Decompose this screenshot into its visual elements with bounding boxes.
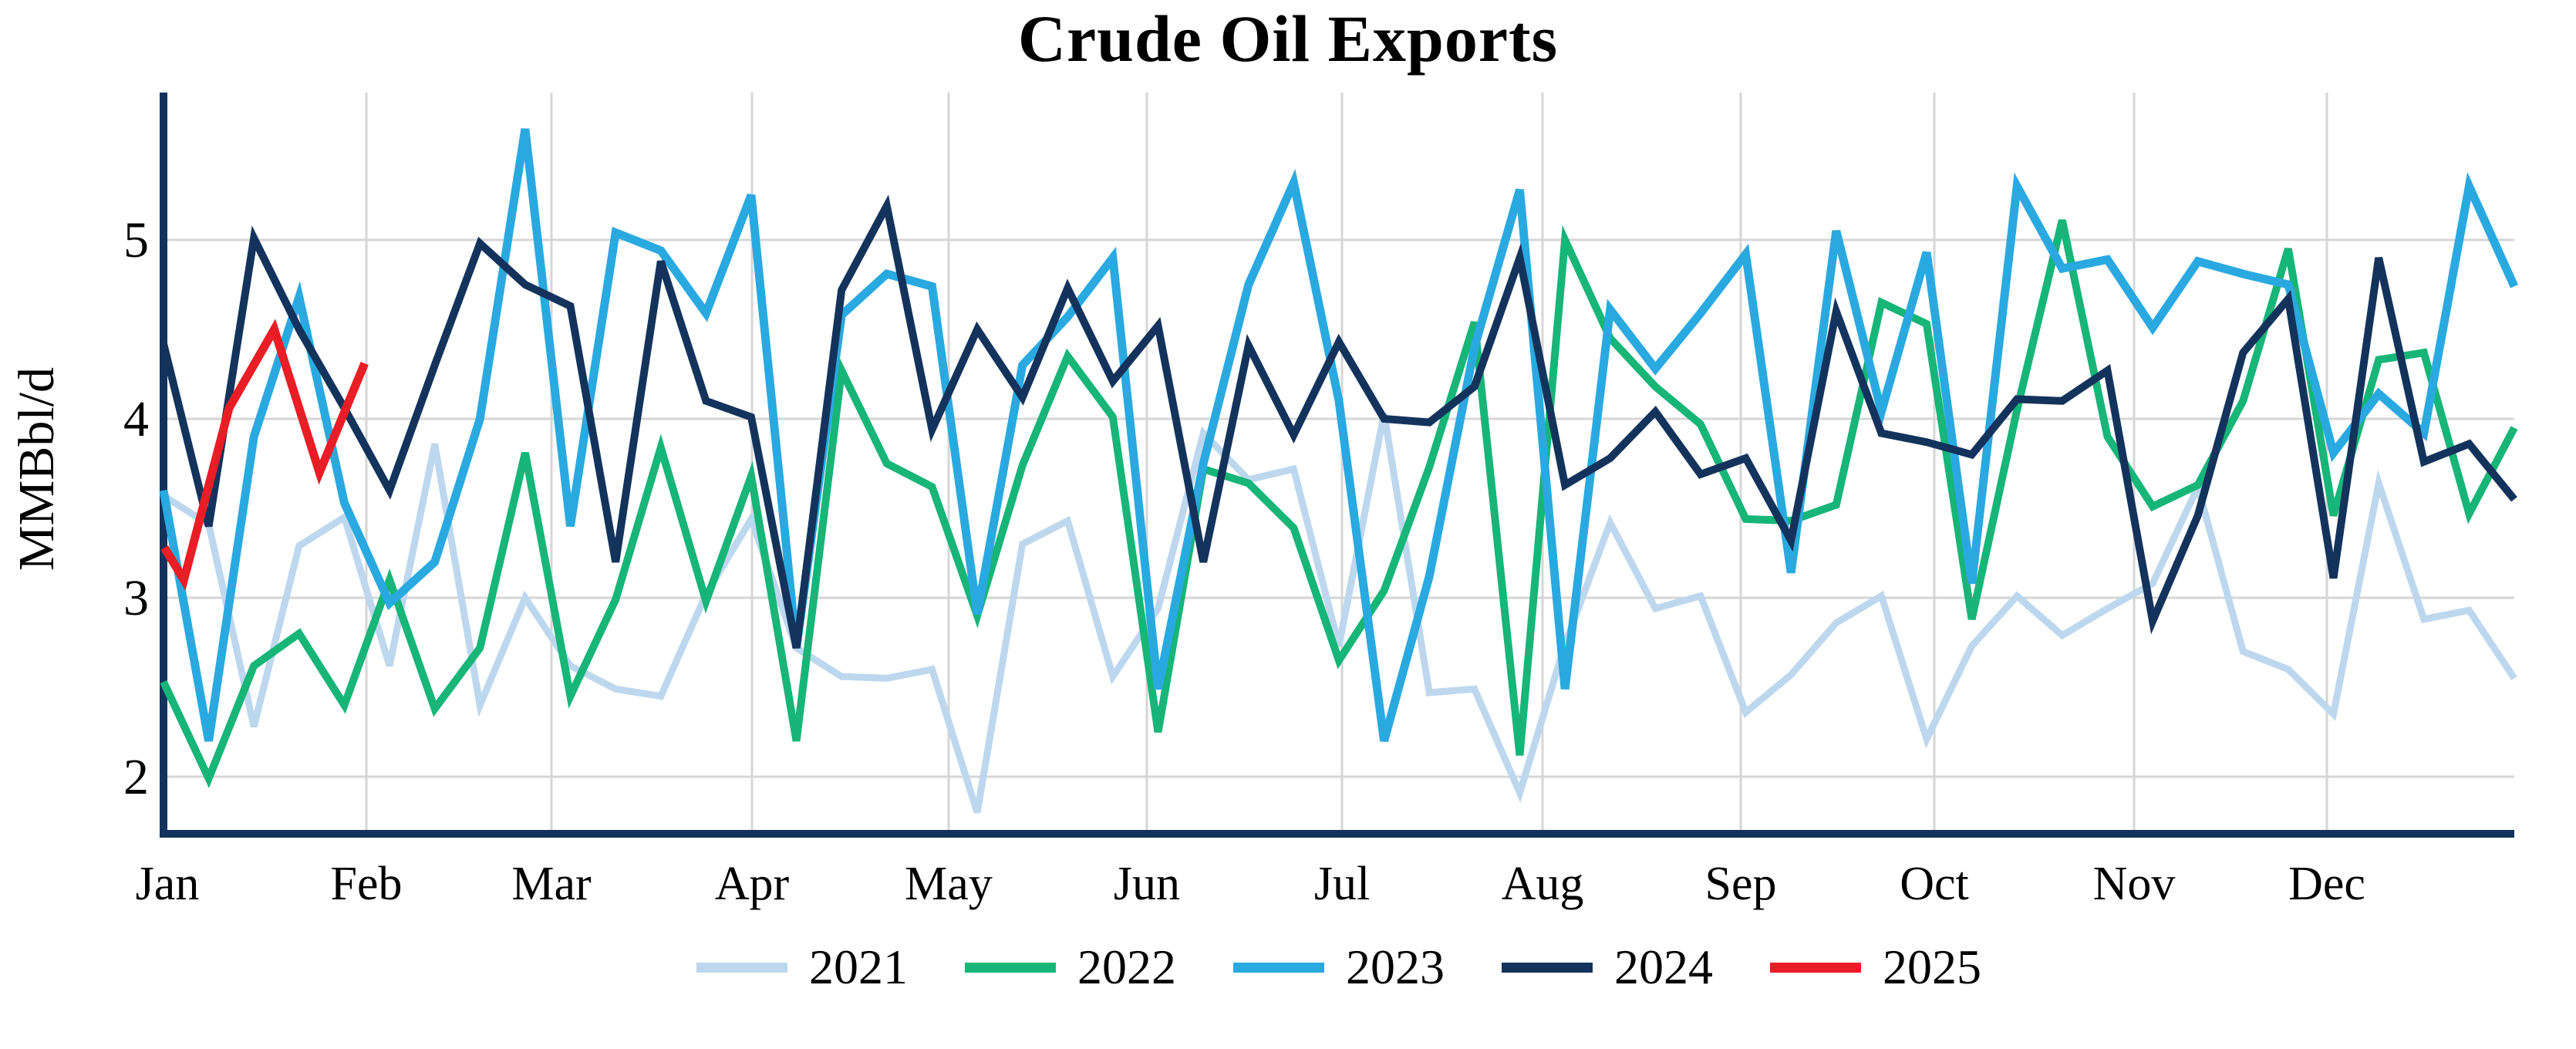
x-month-label-Nov: Nov — [2093, 858, 2176, 910]
x-month-label-Oct: Oct — [1900, 858, 1969, 910]
legend-swatch-2022 — [965, 962, 1056, 973]
x-month-label-Dec: Dec — [2288, 858, 2365, 910]
legend-label-2024: 2024 — [1614, 939, 1713, 994]
legend-swatch-2023 — [1233, 962, 1324, 973]
legend-label-2021: 2021 — [809, 939, 908, 994]
x-month-label-Aug: Aug — [1502, 858, 1584, 910]
legend-swatch-2025 — [1770, 962, 1861, 973]
legend-item-2022: 2022 — [965, 943, 1176, 992]
legend-label-2022: 2022 — [1077, 939, 1176, 994]
x-month-label-Jun: Jun — [1114, 858, 1180, 910]
x-month-label-Apr: Apr — [715, 858, 790, 910]
legend-swatch-2021 — [696, 962, 787, 973]
x-month-label-May: May — [905, 858, 993, 910]
y-tick-label-4: 4 — [123, 391, 149, 447]
legend: 2021 2022 2023 2024 2025 — [164, 943, 2514, 992]
x-month-label-Feb: Feb — [331, 858, 403, 910]
legend-label-2023: 2023 — [1346, 939, 1445, 994]
series-line-2022 — [160, 219, 2518, 788]
series-line-2024 — [160, 194, 2517, 649]
legend-item-2025: 2025 — [1770, 943, 1981, 992]
y-axis-line — [160, 93, 167, 838]
x-month-label-Jan: Jan — [136, 858, 200, 910]
series-line-2025 — [160, 319, 369, 591]
legend-item-2023: 2023 — [1233, 943, 1445, 992]
y-tick-label-5: 5 — [123, 212, 149, 268]
y-tick-label-3: 3 — [123, 570, 149, 626]
y-tick-label-2: 2 — [123, 749, 149, 805]
x-month-label-Mar: Mar — [511, 858, 592, 910]
x-axis-line — [160, 830, 2514, 838]
x-month-label-Sep: Sep — [1705, 858, 1777, 910]
legend-item-2024: 2024 — [1502, 943, 1713, 992]
chart-title: Crude Oil Exports — [1017, 2, 1559, 76]
x-month-label-Jul: Jul — [1314, 858, 1370, 910]
legend-label-2025: 2025 — [1883, 939, 1981, 994]
legend-item-2021: 2021 — [696, 943, 908, 992]
series-line-2023 — [159, 128, 2519, 743]
legend-swatch-2024 — [1502, 962, 1593, 973]
series-line-2021 — [161, 413, 2517, 814]
